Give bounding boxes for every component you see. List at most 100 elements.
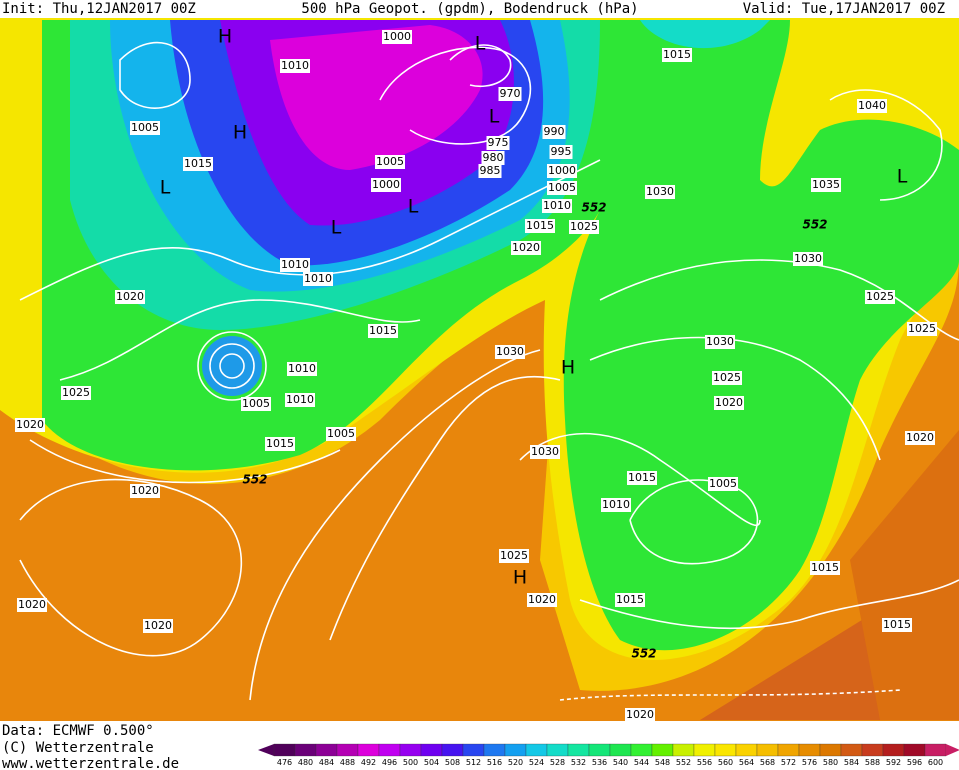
- copyright: (C) Wetterzentrale: [2, 740, 154, 756]
- colorbar-swatch: [399, 743, 422, 757]
- isobar-label: 1020: [116, 290, 144, 303]
- isobar-label: 1010: [543, 199, 571, 212]
- colorbar-swatch: [357, 743, 380, 757]
- colorbar-label: 580: [823, 758, 838, 767]
- isobar-label-box: [287, 362, 317, 376]
- isobar-label: 1015: [526, 219, 554, 232]
- isobar-label: 1005: [131, 121, 159, 134]
- isobar-label-box: [857, 99, 887, 113]
- isobar-label-box: [708, 477, 738, 491]
- isobar-label-box: [371, 178, 401, 192]
- isobar-label: 1015: [628, 471, 656, 484]
- colorbar-swatch: [273, 743, 296, 757]
- colorbar-label: 536: [592, 758, 607, 767]
- isobar-label-box: [905, 431, 935, 445]
- colorbar-swatch: [714, 743, 737, 757]
- colorbar-label: 516: [487, 758, 502, 767]
- colorbar-swatch: [546, 743, 569, 757]
- colorbar-label: 532: [571, 758, 586, 767]
- colorbar-label: 584: [844, 758, 859, 767]
- colorbar-swatch: [882, 743, 905, 757]
- colorbar-swatch: [651, 743, 674, 757]
- isobar-label-box: [511, 241, 541, 255]
- colorbar-label: 592: [886, 758, 901, 767]
- colorbar-label: 496: [382, 758, 397, 767]
- colorbar-swatch: [315, 743, 338, 757]
- colorbar-swatch: [819, 743, 842, 757]
- colorbar-label: 504: [424, 758, 439, 767]
- init-time: Init: Thu,12JAN2017 00Z: [2, 1, 196, 17]
- isobar-label: 1020: [144, 619, 172, 632]
- pressure-center: H: [561, 357, 575, 379]
- pressure-center: H: [513, 567, 527, 589]
- isobar-label: 1025: [713, 371, 741, 384]
- isobar-label-box: [61, 386, 91, 400]
- colorbar-label: 552: [676, 758, 691, 767]
- colorbar-arrow: [946, 744, 959, 756]
- isobar-label-box: [280, 258, 310, 272]
- isobar-label: 1020: [512, 241, 540, 254]
- isobar-label: 1030: [646, 185, 674, 198]
- colorbar-swatch: [462, 743, 485, 757]
- isobar-label: 1010: [288, 362, 316, 375]
- isobar-label: 1005: [709, 477, 737, 490]
- colorbar-swatch: [567, 743, 590, 757]
- pressure-center: H: [218, 26, 232, 48]
- pressure-center: L: [897, 166, 908, 188]
- colorbar-label: 600: [928, 758, 943, 767]
- pressure-center: L: [408, 196, 419, 218]
- colorbar-swatch: [756, 743, 779, 757]
- isobar-label-box: [241, 397, 271, 411]
- colorbar-swatch: [504, 743, 527, 757]
- pressure-center: H: [233, 122, 247, 144]
- isobar-label: 1005: [327, 427, 355, 440]
- isobar-label: 995: [551, 145, 572, 158]
- colorbar-swatch: [609, 743, 632, 757]
- header-bar: [0, 0, 959, 18]
- colorbar-swatch: [441, 743, 464, 757]
- isobar-label-box: [882, 618, 912, 632]
- isobar-label: 1010: [286, 393, 314, 406]
- isobar-label: 1020: [131, 484, 159, 497]
- colorbar-arrow: [258, 744, 274, 756]
- valid-time: Valid: Tue,17JAN2017 00Z: [743, 1, 945, 17]
- isobar-label: 1015: [811, 561, 839, 574]
- colorbar-label: 524: [529, 758, 544, 767]
- isobar-label-box: [280, 59, 310, 73]
- isobar-label-box: [530, 445, 560, 459]
- isobar-label: 1020: [528, 593, 556, 606]
- isobar-label-box: [527, 593, 557, 607]
- isobar-label-box: [525, 219, 555, 233]
- pressure-center: L: [331, 217, 342, 239]
- isobar-label: 1020: [18, 598, 46, 611]
- isobar-label-box: [907, 322, 937, 336]
- colorbar-label: 576: [802, 758, 817, 767]
- low-core: [202, 336, 262, 396]
- colorbar-label: 500: [403, 758, 418, 767]
- colorbar-label: 572: [781, 758, 796, 767]
- isobar-label-box: [17, 598, 47, 612]
- isobar-label-box: [549, 145, 573, 159]
- cyan-region: [640, 20, 770, 49]
- colorbar-label: 488: [340, 758, 355, 767]
- isobar-label: 1010: [602, 498, 630, 511]
- isobar-label-box: [615, 593, 645, 607]
- isobar-label: 1010: [281, 258, 309, 271]
- isobar-label: 970: [500, 87, 521, 100]
- colorbar-swatch: [903, 743, 926, 757]
- colorbar-swatch: [420, 743, 443, 757]
- isobar-label-box: [569, 220, 599, 234]
- isobar-label-box: [375, 155, 405, 169]
- colorbar-label: 568: [760, 758, 775, 767]
- isobar-label: 1025: [570, 220, 598, 233]
- isobar-label: 1030: [706, 335, 734, 348]
- isobar-label-box: [810, 561, 840, 575]
- isobar-label-box: [15, 418, 45, 432]
- colorbar-label: 492: [361, 758, 376, 767]
- colorbar: 476 480 484 488 492 496 500 504 508 512 516 520 524 5…: [258, 743, 959, 767]
- isobar-label-box: [368, 324, 398, 338]
- isobar-label-box: [481, 151, 505, 165]
- isobar-label-box: [865, 290, 895, 304]
- colorbar-label: 484: [319, 758, 334, 767]
